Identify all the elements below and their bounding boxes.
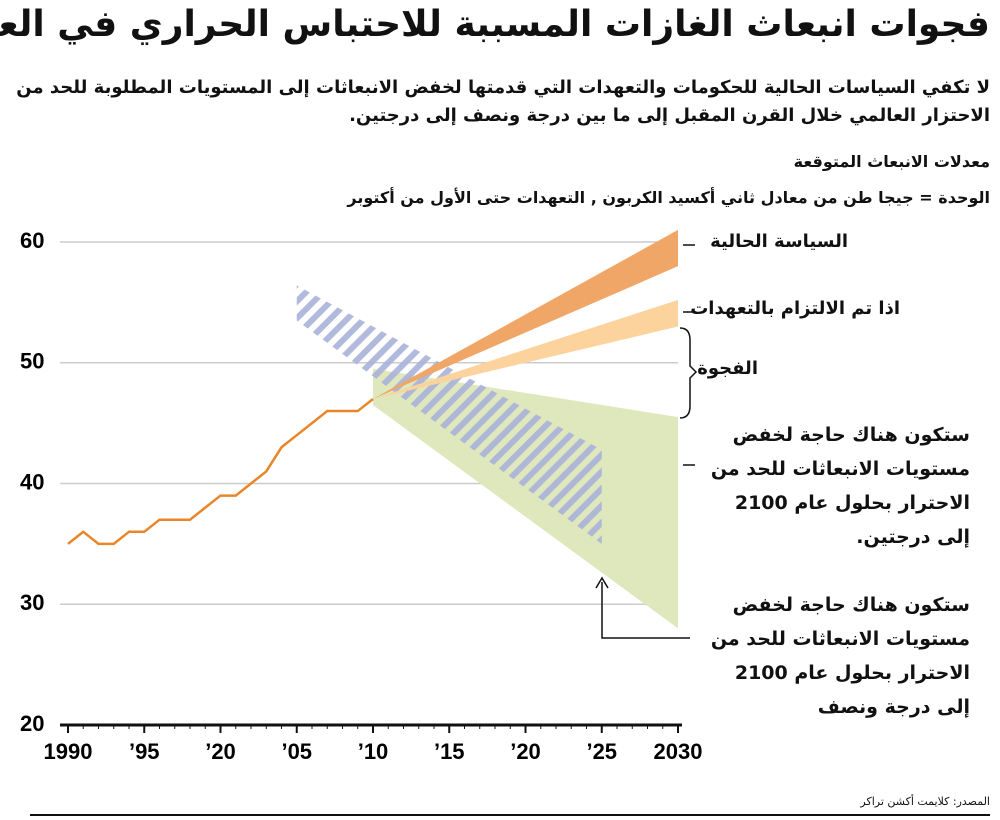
band: [373, 229, 678, 399]
band-label: ستكون هناك حاجة لخفض مستويات الانبعاثات …: [710, 424, 970, 548]
band: [373, 368, 678, 629]
x-tick-label: 2030: [654, 739, 703, 764]
footer-rule: [30, 814, 990, 816]
x-tick-label: ’10: [358, 739, 389, 764]
y-tick-label: 30: [20, 590, 44, 615]
y-tick-label: 20: [20, 711, 44, 736]
x-tick-label: ’05: [281, 739, 312, 764]
chart-subtitle: الوحدة = جيجا طن من معادل ثاني أكسيد الك…: [347, 188, 990, 207]
source: المصدر: كلايمت أكشن تراكر: [860, 795, 990, 808]
y-tick-label: 40: [20, 469, 44, 494]
x-tick-label: ’20: [510, 739, 541, 764]
gap-label: الفجوة: [697, 358, 758, 379]
subtitle: لا تكفي السياسات الحالية للحكومات والتعه…: [16, 77, 990, 126]
x-tick-label: ’95: [129, 739, 160, 764]
gap-bracket: [679, 327, 698, 419]
band: [373, 299, 678, 399]
title: فجوات انبعاث الغازات المسببة للاحتباس ال…: [0, 4, 990, 45]
band: [296, 285, 602, 544]
y-tick-label: 60: [20, 228, 44, 253]
band-label: اذا تم الالتزام بالتعهدات: [690, 298, 900, 319]
arrow-line: [601, 582, 690, 639]
band-label: السياسة الحالية: [710, 231, 848, 252]
chart-title: معدلات الانبعاث المتوقعة: [793, 152, 990, 171]
x-tick-label: 1990: [44, 739, 93, 764]
arrow-head: [595, 576, 609, 589]
y-tick-label: 50: [20, 349, 44, 374]
x-tick-label: ’20: [205, 739, 236, 764]
x-tick-label: ’25: [586, 739, 617, 764]
band-label: ستكون هناك حاجة لخفض مستويات الانبعاثات …: [710, 594, 970, 718]
x-tick-label: ’15: [434, 739, 465, 764]
line: [67, 397, 374, 546]
